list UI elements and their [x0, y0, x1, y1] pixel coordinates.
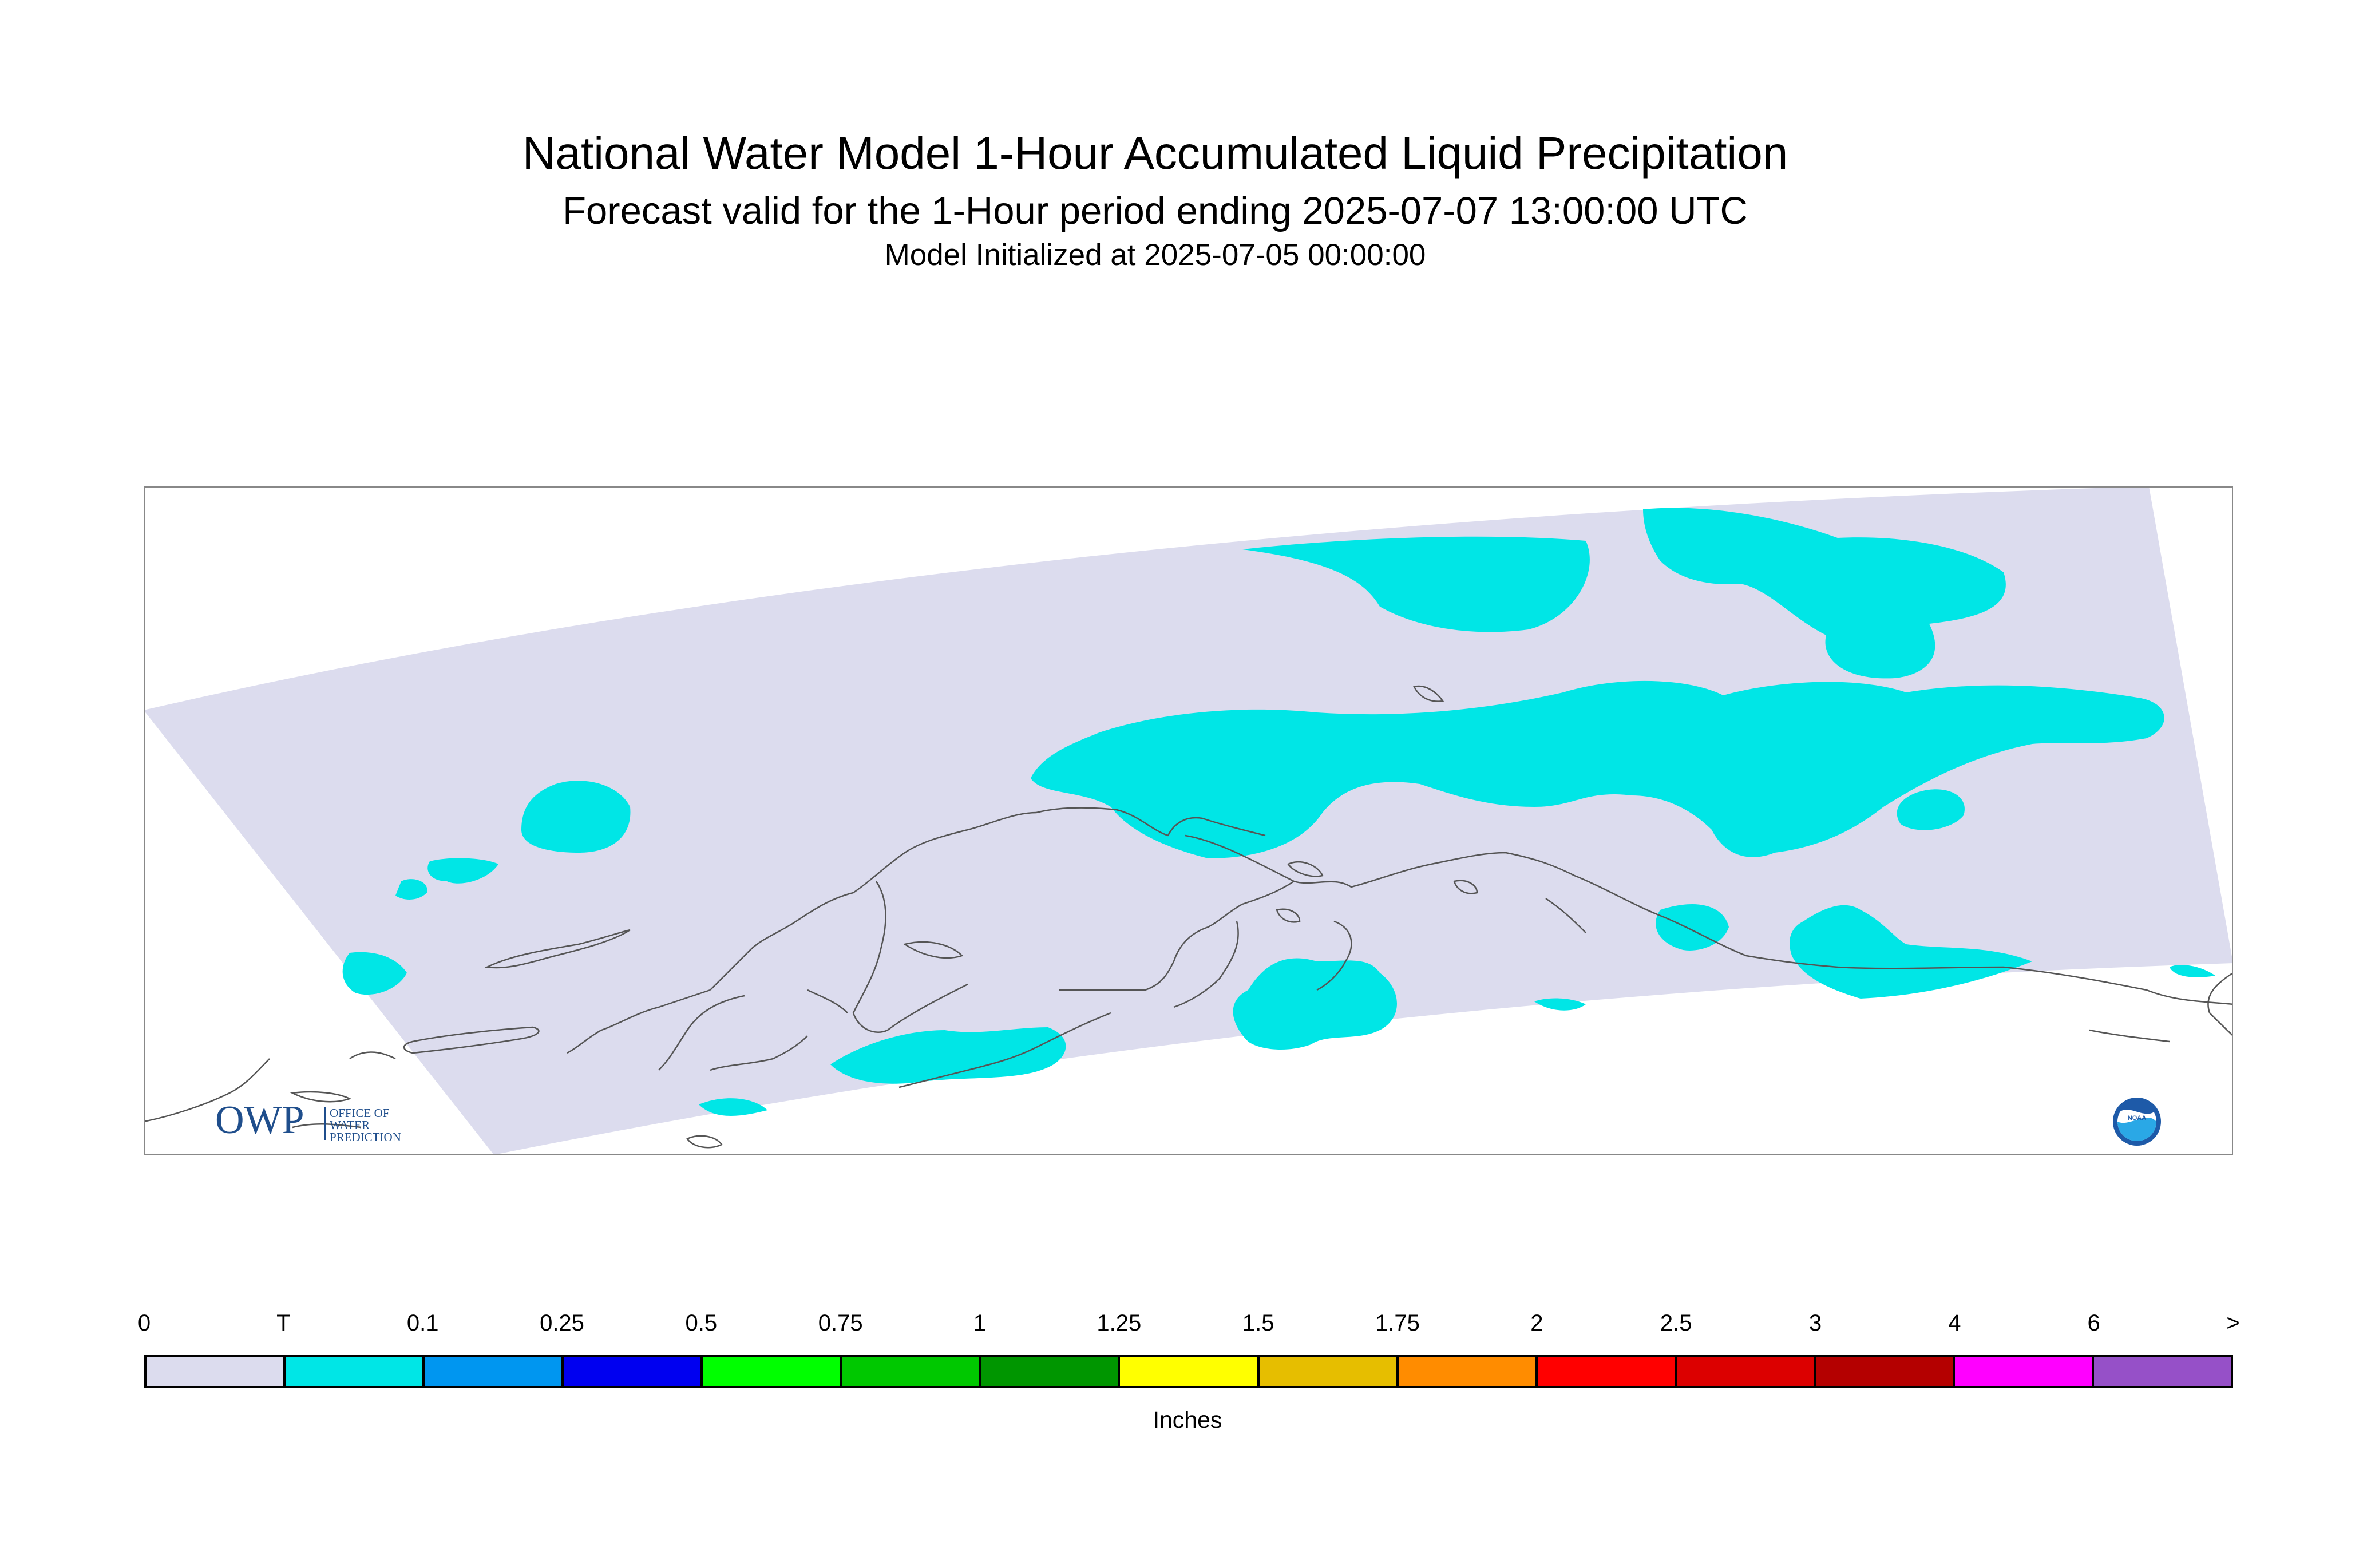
model-initialized-line: Model Initialized at 2025-07-05 00:00:00 — [884, 238, 1426, 272]
legend-tick-label: 0.1 — [406, 1310, 439, 1336]
noaa-logo-text: NOAA — [2128, 1115, 2146, 1122]
colorbar-segment — [1120, 1357, 1260, 1386]
owp-logo-line-3: PREDICTION — [330, 1130, 401, 1144]
legend-tick-label: > — [2226, 1310, 2240, 1336]
legend-tick-label: 1.75 — [1375, 1310, 1420, 1336]
legend-tick-label: 1 — [973, 1310, 987, 1336]
colorbar-segment — [981, 1357, 1121, 1386]
forecast-valid-subtitle: Forecast valid for the 1-Hour period end… — [563, 189, 1748, 232]
colorbar-segment — [703, 1357, 842, 1386]
legend-tick-label: T — [276, 1310, 291, 1336]
colorbar-segment — [2093, 1357, 2231, 1386]
colorbar-segment — [286, 1357, 425, 1386]
precipitation-colorbar — [144, 1355, 2233, 1388]
owp-logo: OWP OFFICE OF WATER PREDICTION — [215, 1098, 401, 1144]
legend-units-label: Inches — [1153, 1407, 1222, 1433]
colorbar-segment — [425, 1357, 564, 1386]
legend-tick-label: 6 — [2087, 1310, 2100, 1336]
colorbar-segment — [1676, 1357, 1816, 1386]
owp-logo-mark: OWP — [215, 1098, 304, 1142]
colorbar-segment — [1537, 1357, 1677, 1386]
colorbar-segment — [1398, 1357, 1538, 1386]
colorbar-segment — [147, 1357, 286, 1386]
noaa-logo: NOAA — [2113, 1098, 2161, 1146]
colorbar-segment — [564, 1357, 703, 1386]
legend-tick-label: 2 — [1530, 1310, 1543, 1336]
legend-tick-label: 1.25 — [1097, 1310, 1142, 1336]
map-title: National Water Model 1-Hour Accumulated … — [522, 128, 1788, 179]
islands — [290, 685, 1478, 1149]
legend-tick-label: 0 — [137, 1310, 151, 1336]
coastlines — [144, 807, 2233, 1129]
legend-tick-label: 2.5 — [1660, 1310, 1692, 1336]
legend-tick-labels: 0 T 0.1 0.25 0.5 0.75 1 1.25 1.5 1.75 2 2.5 3 4 6 > — [0, 1310, 2375, 1345]
colorbar-segment — [842, 1357, 981, 1386]
owp-logo-line-2: WATER — [330, 1118, 370, 1132]
legend-tick-label: 3 — [1808, 1310, 1822, 1336]
legend-tick-label: 4 — [1948, 1310, 1961, 1336]
colorbar-segment — [1954, 1357, 2094, 1386]
map-frame — [144, 486, 2233, 1155]
owp-logo-line-1: OFFICE OF — [330, 1106, 389, 1120]
trace-precip-areas — [342, 508, 2215, 1116]
precipitation-map: OWP OFFICE OF WATER PREDICTION NOAA — [144, 486, 2233, 1155]
legend-tick-label: 0.25 — [540, 1310, 584, 1336]
legend-tick-label: 0.5 — [685, 1310, 718, 1336]
legend-tick-label: 1.5 — [1242, 1310, 1274, 1336]
colorbar-segment — [1259, 1357, 1399, 1386]
legend-tick-label: 0.75 — [818, 1310, 863, 1336]
colorbar-segment — [1815, 1357, 1955, 1386]
